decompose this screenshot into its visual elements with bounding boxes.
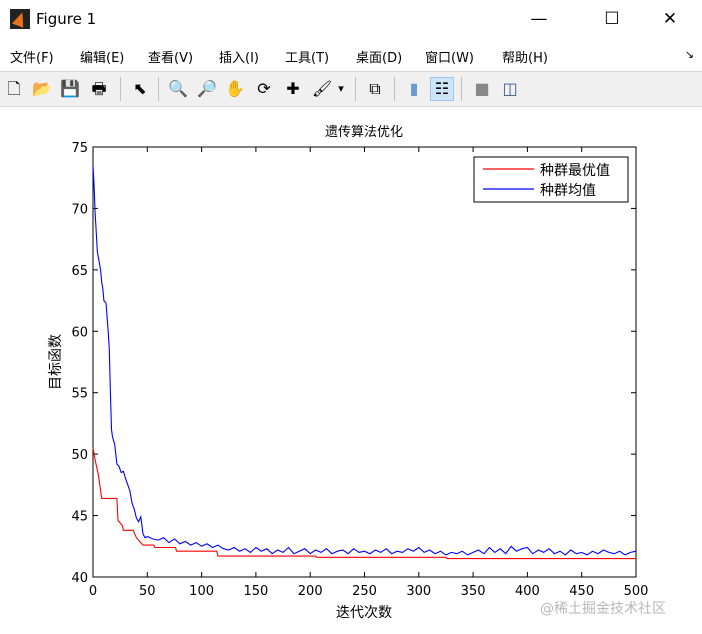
x-tick-label: 0 xyxy=(89,584,97,599)
window-title: Figure 1 xyxy=(36,10,97,28)
x-axis-label: 迭代次数 xyxy=(336,605,392,621)
x-tick-label: 350 xyxy=(461,584,486,599)
x-tick-label: 400 xyxy=(515,584,540,599)
x-tick-label: 450 xyxy=(569,584,594,599)
chart-canvas: 遗传算法优化 0 50 100 150 200 250 300 350 400 450 500 40 4… xyxy=(48,125,648,621)
series-mean-line xyxy=(92,165,637,556)
menu-view[interactable]: 查看(V) xyxy=(148,51,194,66)
plot-area xyxy=(92,146,637,578)
axes: 0 50 100 150 200 250 300 350 400 450 500 40 45 50 55 60… xyxy=(71,141,648,599)
menu-help[interactable]: 帮助(H) xyxy=(502,51,548,66)
maximize-button[interactable]: ☐ xyxy=(604,9,620,29)
x-tick-label: 300 xyxy=(406,584,431,599)
menu-tools[interactable]: 工具(T) xyxy=(285,51,330,66)
select-pointer-icon[interactable]: ⬉ xyxy=(133,79,147,98)
menu-desktop[interactable]: 桌面(D) xyxy=(356,51,403,66)
print-icon[interactable]: 🖶 xyxy=(91,79,107,98)
zoom-out-icon[interactable]: 🔎 xyxy=(197,79,217,98)
toolbar-separator xyxy=(158,77,159,101)
legend[interactable]: 种群最优值 种群均值 xyxy=(473,156,629,203)
y-tick-label: 75 xyxy=(71,141,88,156)
y-tick-label: 50 xyxy=(71,448,88,463)
legend-label-best: 种群最优值 xyxy=(540,163,610,179)
title-bar: Figure 1 — ☐ ✕ xyxy=(0,0,702,38)
brush-icon[interactable]: 🖌 xyxy=(311,79,333,98)
brush-dropdown-icon[interactable]: ▾ xyxy=(338,82,344,95)
close-button[interactable]: ✕ xyxy=(662,9,678,29)
toolbar-separator xyxy=(355,77,356,101)
menu-overflow-icon[interactable]: ↘ xyxy=(684,48,694,61)
y-axis-label: 目标函数 xyxy=(48,334,64,390)
x-tick-label: 100 xyxy=(189,584,214,599)
pan-hand-icon[interactable]: ✋ xyxy=(225,79,245,98)
y-tick-label: 70 xyxy=(71,202,88,217)
show-plot-tools-icon[interactable]: ◫ xyxy=(502,79,518,98)
watermark: @稀土掘金技术社区 xyxy=(540,601,666,617)
minimize-button[interactable]: — xyxy=(530,9,548,29)
save-icon[interactable]: 💾 xyxy=(60,79,80,98)
chart-title: 遗传算法优化 xyxy=(325,125,403,140)
zoom-in-icon[interactable]: 🔍 xyxy=(168,79,188,98)
legend-label-mean: 种群均值 xyxy=(540,183,596,199)
toolbar-separator xyxy=(394,77,395,101)
menu-edit[interactable]: 编辑(E) xyxy=(80,51,125,66)
x-tick-label: 500 xyxy=(624,584,649,599)
toolbar-separator xyxy=(461,77,462,101)
series-best-line xyxy=(92,447,636,560)
y-tick-label: 45 xyxy=(71,510,88,525)
legend-box xyxy=(473,156,629,203)
open-file-icon[interactable]: 📂 xyxy=(32,79,52,98)
menu-bar: 文件(F) 编辑(E) 查看(V) 插入(I) 工具(T) 桌面(D) 窗口(W… xyxy=(0,40,702,70)
menu-file[interactable]: 文件(F) xyxy=(10,51,54,66)
new-figure-icon[interactable]: 🗋 xyxy=(7,79,21,98)
y-tick-label: 65 xyxy=(71,264,88,279)
data-cursor-icon[interactable]: ✚ xyxy=(286,79,300,98)
rotate-3d-icon[interactable]: ⟳ xyxy=(257,79,271,98)
y-tick-label: 60 xyxy=(71,325,88,340)
y-tick-label: 40 xyxy=(71,571,88,586)
matlab-logo-icon xyxy=(10,9,30,29)
legend-icon[interactable]: ☷ xyxy=(430,77,454,101)
link-plot-icon[interactable]: ⧉ xyxy=(369,79,381,98)
y-tick-label: 55 xyxy=(71,387,88,402)
x-tick-label: 250 xyxy=(352,584,377,599)
colorbar-icon[interactable]: ▮ xyxy=(409,79,419,98)
menu-window[interactable]: 窗口(W) xyxy=(425,51,474,66)
toolbar-separator xyxy=(120,77,121,101)
figure-toolbar: 🗋 📂 💾 🖶 ⬉ 🔍 🔎 ✋ ⟳ ✚ 🖌 ▾ ⧉ ▮ ☷ ■ ◫ xyxy=(0,71,702,107)
x-tick-label: 200 xyxy=(298,584,323,599)
x-tick-label: 150 xyxy=(243,584,268,599)
hide-plot-tools-icon[interactable]: ■ xyxy=(474,79,490,98)
series-group xyxy=(92,165,637,560)
x-tick-label: 50 xyxy=(139,584,156,599)
menu-insert[interactable]: 插入(I) xyxy=(219,51,259,66)
